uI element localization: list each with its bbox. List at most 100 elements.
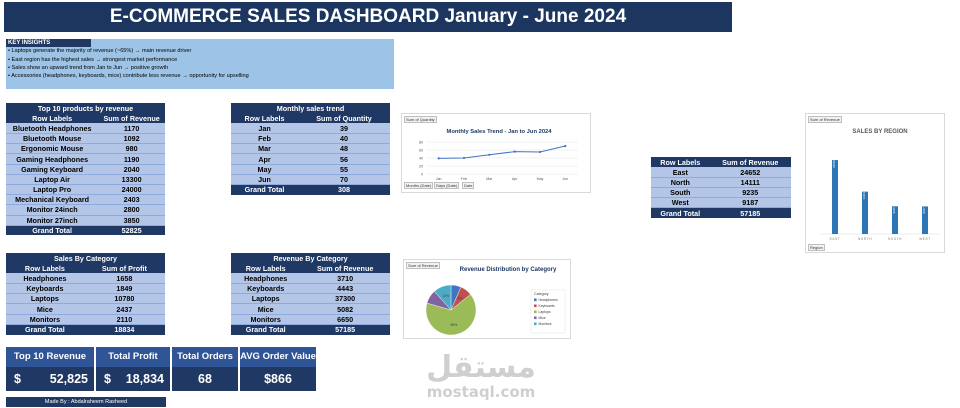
data-point [538,150,542,154]
column-header[interactable]: Row Labels [231,263,301,274]
table-row[interactable]: Headphones 1658 [6,273,165,285]
table-row[interactable]: Feb 40 [231,133,390,145]
row-label: Ergonomic Mouse [6,143,99,155]
row-label: Monitors [6,314,84,325]
monthly-trend-chart[interactable]: Sum of Quantity Monthly Sales Trend - Ja… [401,113,591,193]
table-row[interactable]: Monitor 27inch 3850 [6,215,165,226]
chart-title: Revenue Distribution by Category [460,267,557,273]
bar [862,191,868,234]
x-tick-label: Apr [512,177,518,181]
table-row[interactable]: North 14111 [651,177,791,189]
total-value: 57185 [300,324,390,335]
table-row[interactable]: Mice 2437 [6,303,165,315]
field-chip[interactable]: Sum of Quantity [404,116,437,123]
data-point [513,150,516,153]
table-row[interactable]: Bluetooth Mouse 1092 [6,133,165,145]
x-tick-label: Jan [436,177,442,181]
row-value: 70 [298,174,390,186]
kpi-label: Total Profit [96,347,170,367]
revenue-distribution-chart[interactable]: Sum of Revenue Revenue Distribution by C… [403,259,571,339]
kpi-value-cell: $866 [240,367,316,391]
sales-by-category-table[interactable]: Sales By Category Row Labels Sum of Profit… [6,253,165,335]
table-row[interactable]: Headphones 3710 [231,273,390,285]
data-point [462,156,466,160]
table-row[interactable]: South 9235 [651,187,791,199]
data-label: 9235 [892,207,896,214]
region-filter-chip[interactable]: Region [808,244,825,251]
legend-swatch [534,322,537,326]
table-row[interactable]: Laptops 10780 [6,293,165,305]
date-filter-chip[interactable]: Date [462,182,475,189]
table-row[interactable]: May 55 [231,164,390,175]
kpi-value-cell: $ 18,834 [96,367,170,391]
region-chart-svg: SALES BY REGION 24652 EAST 14111 NORTH 9235 S… [820,129,940,241]
days-filter-chip[interactable]: Days (Date) [434,182,460,189]
table-row[interactable]: Laptop Air 13300 [6,174,165,186]
table-row[interactable]: Jan 39 [231,123,390,135]
data-label: 8% [458,296,463,300]
field-chip[interactable]: Sum of Revenue [406,262,440,269]
row-label: Gaming Keyboard [6,164,99,175]
row-value: 2403 [98,194,165,206]
table-row[interactable]: Keyboards 1849 [6,283,165,295]
row-value: 56 [298,153,390,165]
top-products-table[interactable]: Top 10 products by revenue Row Labels Sum … [6,103,165,236]
column-header[interactable]: Row Labels [6,113,99,124]
row-value: 1190 [98,153,165,165]
sales-by-region-chart[interactable]: Sum of Revenue SALES BY REGION 24652 EAST… [805,113,945,253]
table-row[interactable]: Apr 56 [231,153,390,165]
column-header[interactable]: Row Labels [651,157,710,168]
table-row[interactable]: Monitors 6650 [231,314,390,325]
row-label: Mice [6,303,84,315]
insight-line: • Sales show an upward trend from Jan to… [8,64,169,71]
table-row[interactable]: Bluetooth Headphones 1170 [6,123,165,135]
column-header[interactable]: Row Labels [6,263,84,274]
table-row[interactable]: Gaming Keyboard 2040 [6,164,165,175]
monthly-trend-table[interactable]: Monthly sales trend Row Labels Sum of Quan… [231,103,390,195]
row-value: 9187 [709,197,791,209]
row-value: 10780 [83,293,165,305]
table-row[interactable]: Gaming Headphones 1190 [6,153,165,165]
row-value: 3710 [300,273,390,285]
row-label: Keyboards [231,283,301,295]
y-tick-label: 40 [419,156,423,160]
column-header: Sum of Revenue [300,263,390,274]
table-row[interactable]: West 9187 [651,197,791,209]
table-row[interactable]: Jun 70 [231,174,390,186]
field-chip[interactable]: Sum of Revenue [808,116,842,123]
table-row[interactable]: Mice 5082 [231,303,390,315]
row-label: Keyboards [6,283,84,295]
column-header: Sum of Revenue [98,113,165,124]
row-value: 1658 [83,273,165,285]
x-tick-label: Mar [486,177,493,181]
grand-total-row: Grand Total 57185 [651,207,791,219]
table-row[interactable]: East 24652 [651,167,791,178]
legend-swatch [534,310,537,314]
table-row[interactable]: Laptop Pro 24000 [6,184,165,196]
row-label: Headphones [6,273,84,285]
column-header[interactable]: Row Labels [231,113,299,124]
table-row[interactable]: Laptops 37300 [231,293,390,305]
row-value: 2437 [83,303,165,315]
region-revenue-table[interactable]: Row Labels Sum of Revenue East 24652 North 14… [651,157,791,219]
revenue-by-category-table[interactable]: Revenue By Category Row Labels Sum of Reve… [231,253,390,335]
row-label: Laptop Pro [6,184,99,196]
row-value: 1170 [98,123,165,135]
table-row[interactable]: Keyboards 4443 [231,283,390,295]
bar [892,206,898,234]
table-row[interactable]: Monitor 24inch 2800 [6,204,165,216]
row-value: 2040 [98,164,165,175]
row-label: Monitors [231,314,301,325]
table-row[interactable]: Ergonomic Mouse 980 [6,143,165,155]
y-tick-label: 80 [419,140,423,144]
data-point [437,157,440,160]
kpi-currency: $ [14,372,21,386]
row-label: Bluetooth Headphones [6,123,99,135]
months-filter-chip[interactable]: Months (Date) [404,182,434,189]
table-row[interactable]: Monitors 2110 [6,314,165,325]
insight-line: • Laptops generate the majority of reven… [8,48,192,55]
table-caption: Revenue By Category [231,253,390,264]
table-row[interactable]: Mechanical Keyboard 2403 [6,194,165,206]
table-row[interactable]: Mar 48 [231,143,390,155]
row-label: Gaming Headphones [6,153,99,165]
